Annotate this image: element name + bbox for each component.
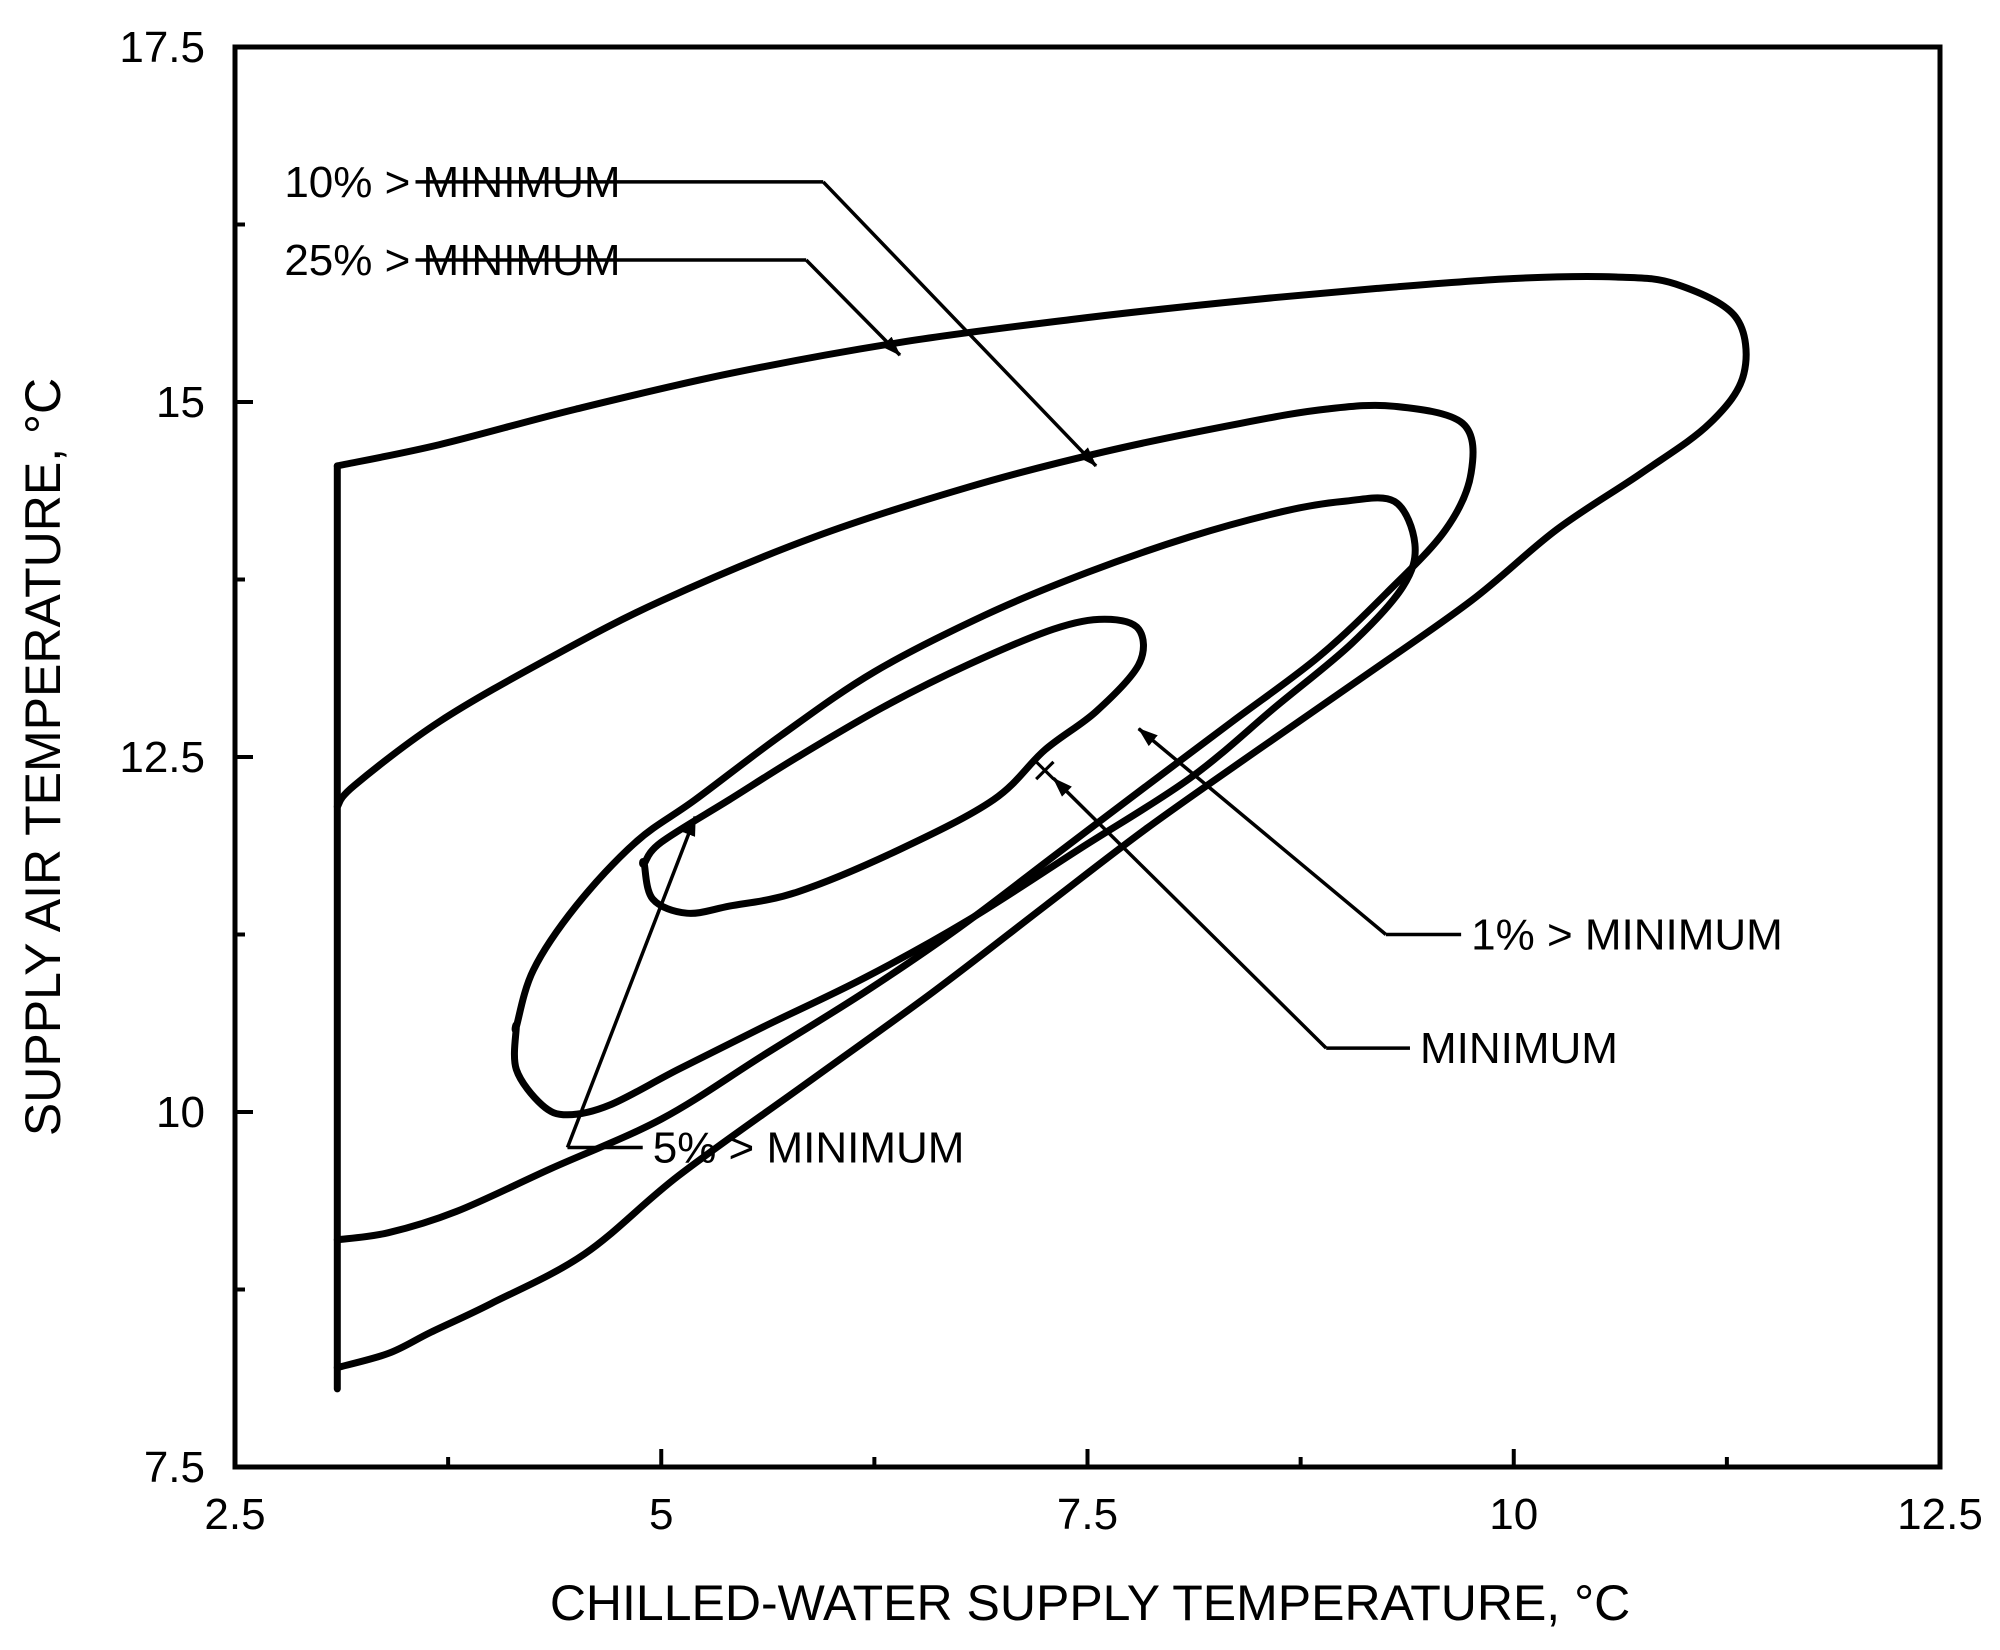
contour-lines: × — [333, 273, 1750, 1393]
contour-10-minimum — [333, 401, 1477, 1244]
y-tick-label: 15 — [156, 378, 205, 427]
minimum-marker: × — [1032, 746, 1058, 795]
y-tick-label: 17.5 — [119, 23, 205, 72]
y-axis-title: SUPPLY AIR TEMPERATURE, °C — [15, 378, 71, 1136]
leader-1-minimum-arrow — [1137, 727, 1387, 936]
annotation-label-10-minimum: 10% > MINIMUM — [284, 158, 620, 207]
x-axis-title: CHILLED-WATER SUPPLY TEMPERATURE, °C — [550, 1575, 1630, 1631]
x-tick-label: 5 — [649, 1490, 673, 1539]
y-tick-label: 10 — [156, 1088, 205, 1137]
leader-5-minimum-arrow — [565, 815, 697, 1149]
x-tick-label: 12.5 — [1897, 1490, 1983, 1539]
annotation-label-1-minimum: 1% > MINIMUM — [1471, 911, 1783, 960]
x-tick-label: 2.5 — [204, 1490, 265, 1539]
contour-1-minimum — [639, 615, 1147, 917]
annotation-label-25-minimum: 25% > MINIMUM — [284, 236, 620, 285]
x-tick-label: 7.5 — [1057, 1490, 1118, 1539]
leader-25-minimum-arrow — [804, 258, 902, 357]
annotation-label-5-minimum: 5% > MINIMUM — [653, 1124, 965, 1173]
annotations: 10% > MINIMUM 25% > MINIMUM 1% > MINIMUM MI… — [284, 158, 1783, 1173]
annotation-label-minimum: MINIMUM — [1420, 1024, 1618, 1073]
x-tick-label: 10 — [1489, 1490, 1538, 1539]
contour-5-minimum — [510, 494, 1419, 1119]
contour-25-minimum — [333, 273, 1750, 1372]
leader-10-minimum-arrow — [821, 180, 1098, 468]
y-tick-label: 12.5 — [119, 733, 205, 782]
axes: 2.5 5 7.5 10 12.5 17.5 15 12.5 10 7.5 — [119, 23, 1982, 1539]
leader-minimum-arrow — [1052, 777, 1328, 1050]
y-tick-label: 7.5 — [144, 1443, 205, 1492]
